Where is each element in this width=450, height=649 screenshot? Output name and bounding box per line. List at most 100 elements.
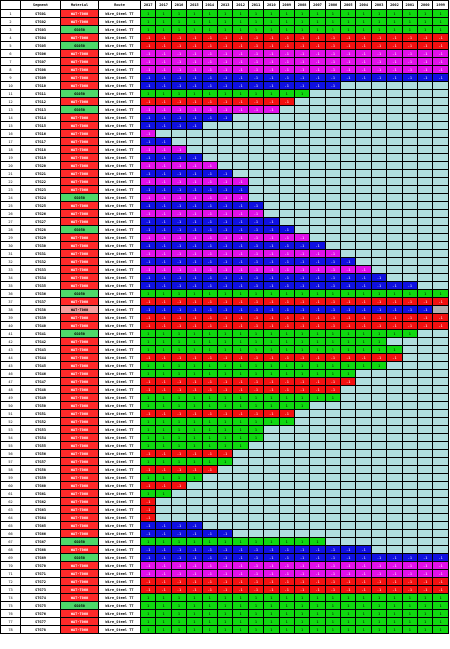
value-cell[interactable] — [278, 105, 295, 114]
value-cell[interactable]: -1 — [247, 97, 265, 106]
material-cell[interactable]: WAT-T060 — [60, 473, 99, 482]
material-cell[interactable]: WAT-T060 — [60, 497, 99, 506]
value-cell[interactable]: -1 — [247, 81, 265, 90]
value-cell[interactable] — [309, 409, 326, 418]
segment-cell[interactable]: STG58 — [20, 465, 61, 474]
segment-cell[interactable]: STG59 — [20, 473, 61, 482]
value-cell[interactable]: -1 — [139, 481, 157, 490]
value-cell[interactable] — [432, 97, 449, 106]
value-cell[interactable]: -1 — [201, 97, 218, 106]
row-index-cell[interactable]: 26 — [0, 209, 21, 218]
value-cell[interactable]: 1 — [340, 601, 357, 610]
value-cell[interactable]: -1 — [263, 249, 280, 258]
value-cell[interactable]: -1 — [201, 185, 218, 194]
value-cell[interactable]: -1 — [324, 57, 342, 66]
value-cell[interactable]: -1 — [216, 545, 234, 554]
value-cell[interactable]: -1 — [247, 585, 265, 594]
route-cell[interactable]: Wire_Steel TT — [98, 305, 141, 314]
value-cell[interactable]: -1 — [170, 49, 188, 58]
value-cell[interactable] — [432, 209, 449, 218]
value-cell[interactable]: -1 — [370, 73, 388, 82]
row-index-cell[interactable]: 19 — [0, 153, 21, 162]
material-cell[interactable]: WAT-T060 — [60, 529, 99, 538]
value-cell[interactable]: -1 — [170, 273, 188, 282]
value-cell[interactable] — [401, 201, 419, 210]
value-cell[interactable]: -1 — [417, 33, 434, 42]
value-cell[interactable]: 1 — [263, 25, 280, 34]
value-cell[interactable]: 1 — [186, 441, 203, 450]
value-cell[interactable] — [386, 137, 403, 146]
value-cell[interactable] — [355, 241, 372, 250]
value-cell[interactable]: -1 — [417, 553, 434, 562]
value-cell[interactable] — [355, 433, 372, 442]
value-cell[interactable]: -1 — [170, 169, 188, 178]
segment-cell[interactable]: STG08 — [20, 65, 61, 74]
value-cell[interactable]: 1 — [186, 25, 203, 34]
value-cell[interactable]: -1 — [201, 105, 218, 114]
value-cell[interactable] — [324, 97, 342, 106]
material-cell[interactable]: WAT-T060 — [60, 313, 99, 322]
row-index-cell[interactable]: 73 — [0, 585, 21, 594]
value-cell[interactable]: -1 — [155, 265, 172, 274]
value-cell[interactable]: -1 — [247, 41, 265, 50]
value-cell[interactable]: -1 — [170, 73, 188, 82]
value-cell[interactable]: 1 — [432, 601, 449, 610]
value-cell[interactable]: 1 — [324, 25, 342, 34]
value-cell[interactable]: -1 — [216, 529, 234, 538]
value-cell[interactable] — [401, 249, 419, 258]
value-cell[interactable]: -1 — [216, 81, 234, 90]
value-cell[interactable] — [263, 177, 280, 186]
value-cell[interactable]: -1 — [247, 353, 265, 362]
route-cell[interactable]: Wire_Steel TT — [98, 145, 141, 154]
value-cell[interactable]: -1 — [201, 385, 218, 394]
value-cell[interactable]: -1 — [170, 193, 188, 202]
value-cell[interactable]: -1 — [155, 257, 172, 266]
value-cell[interactable]: 1 — [324, 345, 342, 354]
value-cell[interactable]: 1 — [432, 17, 449, 26]
material-cell[interactable]: GS050 — [60, 89, 99, 98]
value-cell[interactable]: 1 — [155, 609, 172, 618]
value-cell[interactable] — [370, 177, 388, 186]
value-cell[interactable]: -1 — [216, 113, 234, 122]
value-cell[interactable] — [355, 457, 372, 466]
value-cell[interactable]: -1 — [201, 81, 218, 90]
route-cell[interactable]: Wire_Steel TT — [98, 161, 141, 170]
value-cell[interactable] — [309, 417, 326, 426]
segment-cell[interactable]: STG51 — [20, 409, 61, 418]
value-cell[interactable]: 1 — [386, 601, 403, 610]
value-cell[interactable]: 1 — [263, 601, 280, 610]
value-cell[interactable] — [355, 129, 372, 138]
value-cell[interactable]: 1 — [309, 329, 326, 338]
value-cell[interactable] — [324, 473, 342, 482]
value-cell[interactable] — [247, 521, 265, 530]
value-cell[interactable]: -1 — [309, 569, 326, 578]
value-cell[interactable]: -1 — [201, 409, 218, 418]
value-cell[interactable]: -1 — [155, 97, 172, 106]
value-cell[interactable]: -1 — [355, 41, 372, 50]
value-cell[interactable] — [232, 481, 249, 490]
value-cell[interactable] — [340, 217, 357, 226]
value-cell[interactable] — [370, 473, 388, 482]
value-cell[interactable]: 1 — [186, 393, 203, 402]
value-cell[interactable]: 1 — [247, 601, 265, 610]
value-cell[interactable] — [247, 193, 265, 202]
material-cell[interactable]: GS050 — [60, 25, 99, 34]
value-cell[interactable]: 1 — [309, 593, 326, 602]
segment-cell[interactable]: STG47 — [20, 377, 61, 386]
value-cell[interactable]: 1 — [432, 625, 449, 634]
value-cell[interactable]: -1 — [278, 241, 295, 250]
value-cell[interactable]: -1 — [201, 49, 218, 58]
value-cell[interactable] — [340, 225, 357, 234]
value-cell[interactable]: -1 — [324, 353, 342, 362]
value-cell[interactable]: -1 — [155, 249, 172, 258]
value-cell[interactable] — [432, 409, 449, 418]
value-cell[interactable]: 1 — [170, 393, 188, 402]
value-cell[interactable] — [355, 161, 372, 170]
value-cell[interactable] — [417, 337, 434, 346]
value-cell[interactable]: -1 — [324, 265, 342, 274]
value-cell[interactable]: 1 — [232, 417, 249, 426]
value-cell[interactable]: -1 — [293, 273, 311, 282]
value-cell[interactable]: -1 — [370, 561, 388, 570]
value-cell[interactable]: -1 — [155, 33, 172, 42]
material-cell[interactable]: GS050 — [60, 225, 99, 234]
